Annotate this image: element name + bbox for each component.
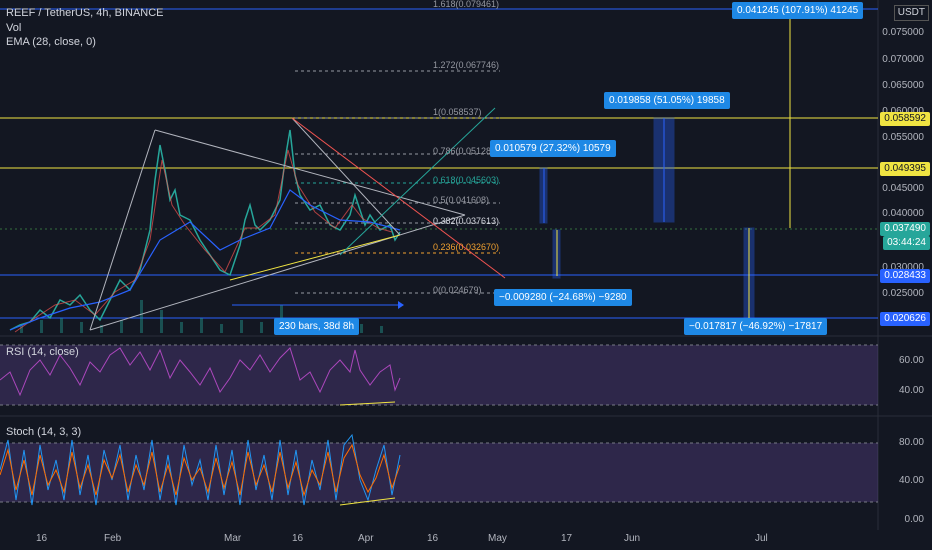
- fib-label: 1.618(0.079461): [433, 0, 500, 9]
- time-axis-tick: 16: [292, 533, 304, 544]
- measure-label-m5[interactable]: −0.017817 (−46.92%) −17817: [684, 318, 828, 335]
- price-axis-tick: 0.065000: [882, 80, 924, 91]
- stoch-trendline[interactable]: [339, 497, 396, 506]
- fib-label: 0.618(0.045603): [433, 175, 500, 185]
- price-series: [9, 129, 401, 331]
- projection-down-line[interactable]: [291, 117, 506, 279]
- time-axis-tick: 16: [36, 533, 48, 544]
- stoch-legend[interactable]: Stoch (14, 3, 3): [6, 426, 82, 438]
- stoch-band: [0, 443, 878, 502]
- price-axis-tick: 0.070000: [882, 54, 924, 65]
- projection-up-line[interactable]: [339, 107, 496, 256]
- symbol-legend[interactable]: REEF / TetherUS, 4h, BINANCE: [6, 7, 164, 19]
- measure-label-m1[interactable]: 0.041245 (107.91%) 41245: [732, 2, 864, 19]
- fib-label: 0(0.024679): [433, 285, 482, 295]
- trendline-b[interactable]: [154, 129, 466, 216]
- ema-legend[interactable]: EMA (28, close, 0): [6, 36, 96, 48]
- fib-label: 0.382(0.037613): [433, 216, 500, 226]
- pitchfork-handle[interactable]: [291, 117, 401, 236]
- price-axis-tick: 0.075000: [882, 27, 924, 38]
- time-axis-tick: 17: [561, 533, 573, 544]
- stoch-axis-tick: 80.00: [898, 437, 924, 448]
- measure-label-m3[interactable]: 0.010579 (27.32%) 10579: [490, 140, 616, 157]
- fib-label: 1.272(0.067746): [433, 60, 500, 70]
- measure-label-m2[interactable]: 0.019858 (51.05%) 19858: [604, 92, 730, 109]
- price-axis-tick: 0.025000: [882, 288, 924, 299]
- trendline-c[interactable]: [89, 214, 466, 331]
- price-axis-tick: 0.030000: [882, 262, 924, 273]
- price-tag-upper2: 0.049395: [880, 162, 930, 176]
- bars-range-label[interactable]: 230 bars, 38d 8h: [274, 318, 360, 335]
- stoch-d-line: [0, 443, 401, 497]
- rsi-band: [0, 345, 878, 405]
- stoch-axis-tick: 0.00: [904, 514, 924, 525]
- price-axis-tick: 0.055000: [882, 132, 924, 143]
- fib-label: 0.236(0.032670): [433, 242, 500, 252]
- time-axis-tick: Jul: [755, 533, 768, 544]
- time-axis-tick: Mar: [224, 533, 242, 544]
- ema-line: [9, 189, 401, 331]
- time-axis-tick: Feb: [104, 533, 122, 544]
- rsi-axis-tick: 60.00: [898, 355, 924, 366]
- stoch-axis-tick: 40.00: [898, 475, 924, 486]
- price-axis-tick: 0.040000: [882, 208, 924, 219]
- trendline-yellow[interactable]: [229, 234, 401, 281]
- fib-label: 0.786(0.051282): [433, 146, 500, 156]
- time-axis-tick: 16: [427, 533, 439, 544]
- time-axis-tick: May: [488, 533, 507, 544]
- rsi-line: [0, 347, 401, 397]
- price-tag-lower1: 0.028433: [880, 269, 930, 283]
- fib-lines[interactable]: [295, 70, 500, 294]
- price-tag-upper1: 0.058592: [880, 112, 930, 126]
- rsi-axis-tick: 40.00: [898, 385, 924, 396]
- measure-label-m4[interactable]: −0.009280 (−24.68%) −9280: [494, 289, 632, 306]
- time-axis-tick: Apr: [358, 533, 374, 544]
- currency-label[interactable]: USDT: [893, 5, 929, 21]
- price-axis-tick: 0.060000: [882, 106, 924, 118]
- rsi-legend[interactable]: RSI (14, close): [6, 346, 79, 358]
- price-axis-tick: 0.045000: [882, 183, 924, 194]
- fib-label: 1(0.058537): [433, 107, 482, 117]
- price-tag-lower2: 0.020626: [880, 312, 930, 326]
- price-tag-countdown: 03:44:24: [883, 236, 930, 250]
- price-series-red: [14, 149, 393, 333]
- trendline-a[interactable]: [89, 129, 156, 331]
- bars-range-arrowhead: [398, 301, 404, 309]
- price-tag-current: 0.037490: [880, 222, 930, 236]
- time-axis-tick: Jun: [624, 533, 641, 544]
- fib-label: 0.5(0.041608): [433, 195, 490, 205]
- vol-legend[interactable]: Vol: [6, 22, 22, 34]
- rsi-trendline[interactable]: [339, 401, 396, 406]
